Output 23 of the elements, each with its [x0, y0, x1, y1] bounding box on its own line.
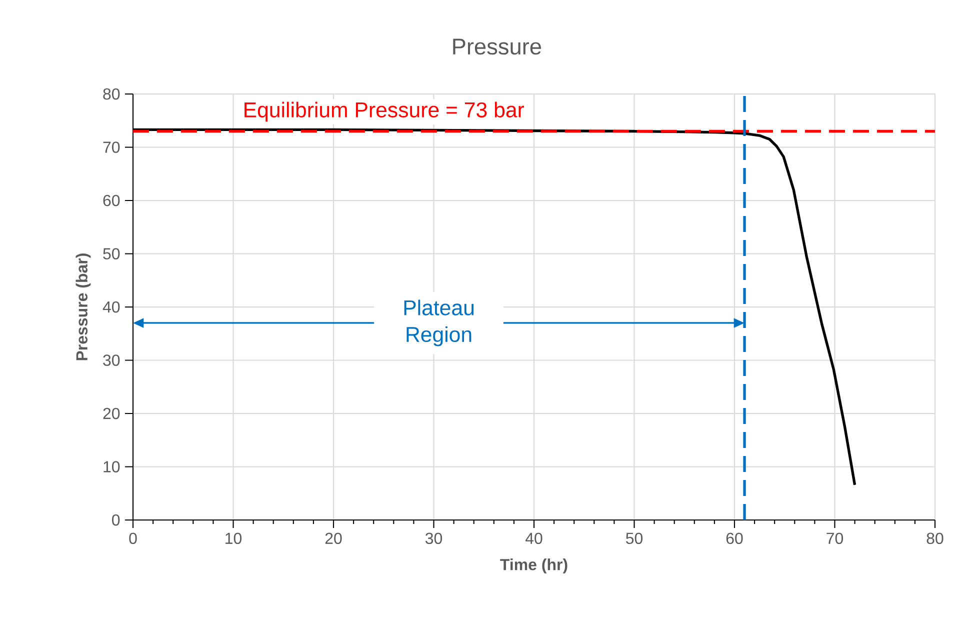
- x-tick-label: 60: [726, 532, 743, 544]
- y-tick-label: 10: [104, 461, 120, 472]
- x-tick-label: 10: [226, 532, 242, 544]
- y-tick-label: 60: [103, 194, 120, 206]
- y-tick-label: 20: [103, 408, 120, 420]
- x-tick-label: 40: [525, 532, 542, 544]
- y-tick-label: 50: [103, 248, 120, 260]
- x-tick-label: 70: [826, 532, 844, 544]
- ref-line-label: Equilibrium Pressure = 73 bar: [244, 102, 524, 122]
- y-tick-label: 70: [103, 142, 120, 153]
- y-tick-label: 80: [103, 88, 120, 100]
- x-tick-label: 50: [626, 532, 643, 544]
- y-tick-label: 0: [112, 514, 120, 526]
- x-tick-label: 0: [129, 532, 137, 544]
- chart-title: Pressure: [453, 38, 542, 55]
- y-axis-title: Pressure (bar): [76, 254, 91, 360]
- y-tick-label: 40: [102, 301, 120, 313]
- y-tick-label: 30: [103, 354, 120, 366]
- x-tick-label: 80: [926, 532, 944, 544]
- x-tick-label: 30: [425, 532, 442, 544]
- x-axis-title: Time (hr): [500, 558, 568, 574]
- x-tick-label: 20: [325, 532, 342, 544]
- annotation: Plateau Region: [404, 300, 474, 346]
